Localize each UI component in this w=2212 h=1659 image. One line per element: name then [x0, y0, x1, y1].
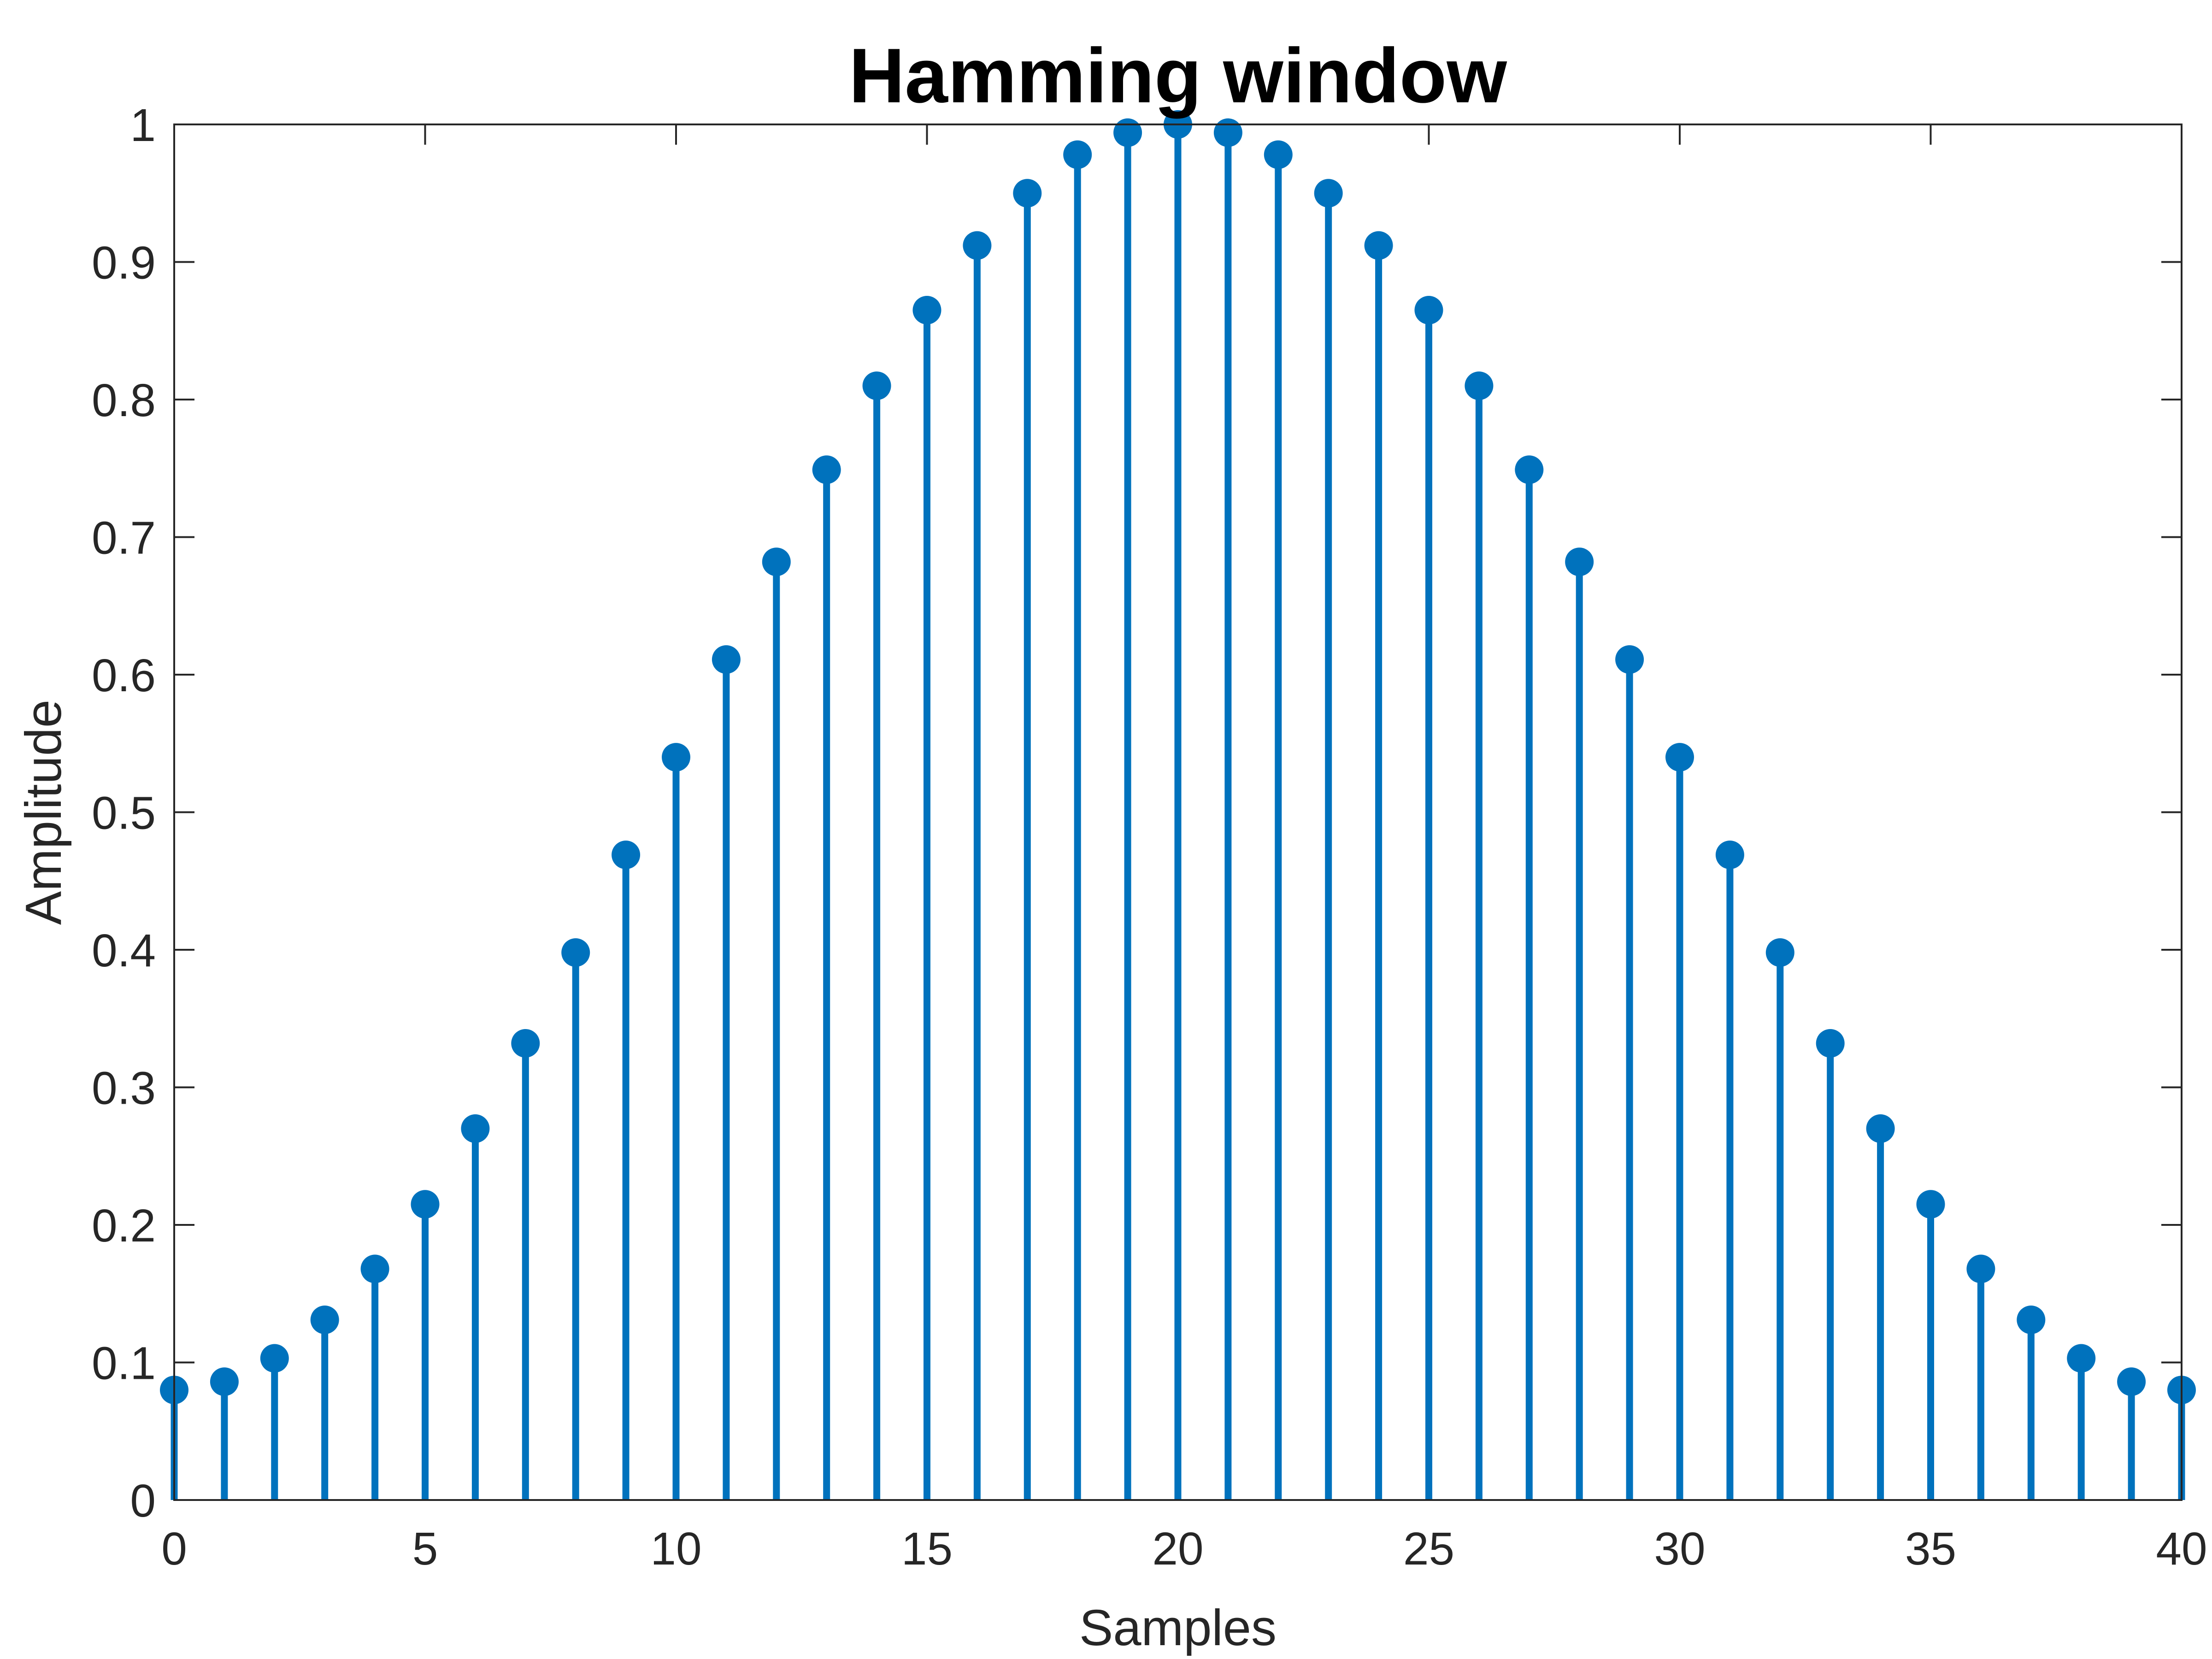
stem-marker [360, 1254, 389, 1283]
x-axis-label: Samples [1079, 1600, 1277, 1656]
stem-marker [1364, 231, 1393, 260]
x-tick-label: 15 [901, 1523, 953, 1575]
x-tick-label: 25 [1403, 1523, 1454, 1575]
x-tick-label: 5 [412, 1523, 438, 1575]
stem-marker [1765, 938, 1794, 967]
stem-marker [762, 547, 791, 577]
stem-marker [2067, 1344, 2096, 1373]
stem-marker [963, 231, 992, 260]
stem-marker [1565, 547, 1594, 577]
x-tick-label: 40 [2156, 1523, 2207, 1575]
stem-marker [461, 1114, 490, 1143]
stem-marker [712, 645, 741, 674]
y-tick-label: 0.6 [92, 650, 156, 701]
axes-frame [173, 124, 2183, 1501]
y-tick-label: 0 [130, 1475, 156, 1527]
stem-series [160, 110, 2196, 1500]
stem-marker [912, 295, 941, 324]
stem-marker [1515, 455, 1544, 484]
x-tick-label: 0 [161, 1523, 187, 1575]
y-tick-label: 0.5 [92, 788, 156, 839]
x-tick-label: 35 [1905, 1523, 1956, 1575]
stem-marker [1414, 295, 1443, 324]
y-tick-label: 0.3 [92, 1063, 156, 1114]
y-tick-label: 0.9 [92, 237, 156, 289]
stem-marker [310, 1305, 339, 1334]
stem-marker [511, 1029, 540, 1058]
stem-marker [210, 1367, 239, 1396]
stem-marker [1665, 743, 1694, 772]
y-tick-label: 0.1 [92, 1338, 156, 1389]
stem-marker [1615, 645, 1644, 674]
stem-marker [1866, 1114, 1895, 1143]
stem-marker [2017, 1305, 2046, 1334]
stem-marker [1013, 179, 1042, 208]
stem-marker [1465, 371, 1494, 400]
stem-marker [862, 371, 891, 400]
stem-marker [1213, 118, 1242, 147]
stem-marker [260, 1344, 289, 1373]
stem-marker [561, 938, 590, 967]
x-tick-label: 20 [1152, 1523, 1203, 1575]
stem-marker [411, 1190, 440, 1219]
stem-marker [1063, 140, 1092, 169]
stem-marker [1264, 140, 1293, 169]
y-tick-label: 0.7 [92, 512, 156, 564]
x-tick-label: 30 [1654, 1523, 1705, 1575]
stem-marker [662, 743, 690, 772]
y-axis-label: Amplitude [15, 700, 72, 925]
stem-marker [1314, 179, 1343, 208]
stem-marker [1966, 1254, 1995, 1283]
stem-marker [1715, 841, 1744, 870]
stem-marker [2117, 1367, 2146, 1396]
stem-marker [612, 841, 641, 870]
chart-title: Hamming window [849, 32, 1507, 119]
stem-marker [812, 455, 841, 484]
axes: 0 5 10 15 20 25 30 35 40 0 0.1 0.2 0.3 0.4 0.5 0.6 0.7 0.… [92, 100, 2207, 1575]
stem-marker [1113, 118, 1142, 147]
y-tick-label: 0.8 [92, 375, 156, 426]
y-tick-label: 0.4 [92, 925, 156, 977]
x-tick-label: 10 [650, 1523, 701, 1575]
stem-marker [1816, 1029, 1845, 1058]
y-tick-label: 0.2 [92, 1200, 156, 1252]
y-tick-label: 1 [130, 100, 156, 151]
stem-marker [1916, 1190, 1945, 1219]
